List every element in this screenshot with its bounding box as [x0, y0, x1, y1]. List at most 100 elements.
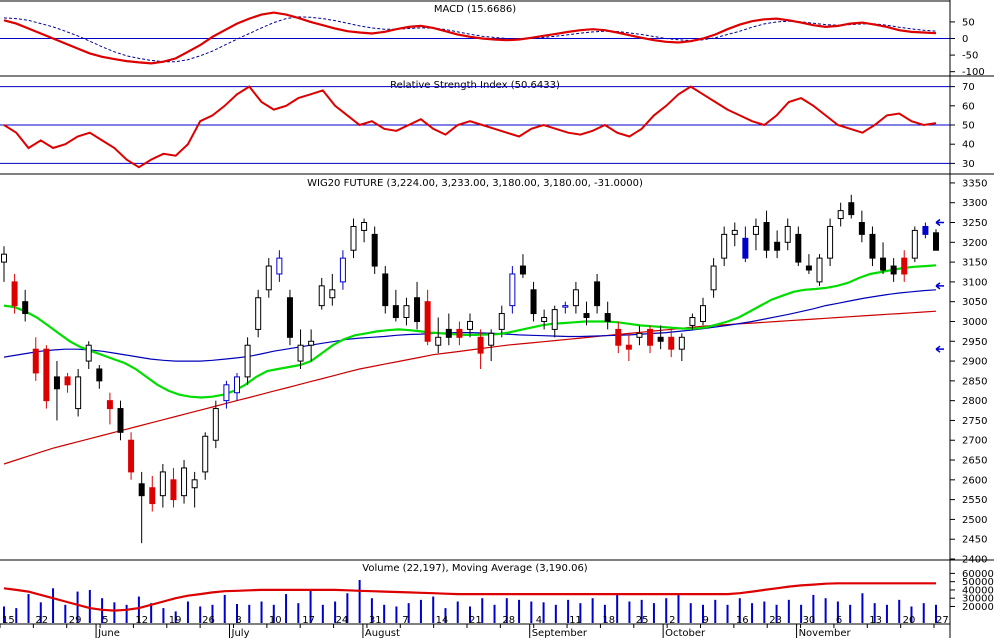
- candle-body: [456, 328, 463, 338]
- candle-body: [75, 376, 82, 410]
- rsi-tick-label: 60: [962, 101, 975, 112]
- x-tick-label: 27: [936, 615, 949, 626]
- volume-moving-average-line: [3, 582, 936, 612]
- x-tick-label: 7: [402, 615, 408, 626]
- candle-body: [149, 487, 156, 505]
- candle-body: [255, 297, 262, 330]
- candle-body: [647, 328, 654, 346]
- price-tick-label: 3250: [962, 218, 987, 229]
- volume-bar: [113, 602, 116, 623]
- month-label: June: [97, 628, 120, 638]
- candle-body: [424, 301, 431, 342]
- candle-body: [837, 210, 844, 220]
- candle-body: [477, 336, 484, 354]
- x-tick-label: 16: [736, 615, 749, 626]
- candle-body: [159, 471, 166, 497]
- candle-body: [382, 273, 389, 307]
- volume-bar: [591, 598, 594, 623]
- candle-body: [594, 281, 601, 307]
- price-tick-label: 2700: [962, 436, 987, 447]
- volume-bar: [481, 598, 484, 623]
- candle-body: [318, 285, 325, 307]
- volume-bar: [39, 602, 42, 623]
- price-tick-label: 3050: [962, 297, 987, 308]
- volume-bar: [27, 594, 30, 623]
- candle-body: [212, 408, 219, 441]
- volume-bar: [873, 603, 876, 623]
- volume-tick-label: 20000: [962, 602, 994, 613]
- candle-body: [22, 301, 29, 315]
- candle-body: [911, 229, 918, 259]
- candle-body: [583, 313, 590, 319]
- month-label: November: [799, 628, 852, 638]
- volume-bar: [579, 603, 582, 623]
- x-tick-label: 14: [436, 615, 449, 626]
- volume-bar: [297, 603, 300, 623]
- macd-title: MACD (15.6686): [434, 4, 516, 15]
- candle-body: [329, 289, 336, 299]
- x-tick-label: 9: [703, 615, 709, 626]
- candle-body: [32, 348, 39, 374]
- candle-body: [742, 237, 749, 259]
- price-tick-label: 3350: [962, 178, 987, 189]
- candle-body: [403, 305, 410, 319]
- price-tick-label: 2650: [962, 456, 987, 467]
- candle-body: [774, 241, 781, 251]
- month-label: September: [532, 628, 588, 638]
- candle-body: [1, 253, 7, 263]
- volume-bar: [199, 606, 202, 623]
- rsi-panel: 70 60 50 40 30: [0, 82, 975, 170]
- volume-bar: [211, 604, 214, 623]
- macd-tick-label: -50: [962, 51, 978, 62]
- candle-body: [85, 344, 92, 362]
- candle-body: [339, 257, 346, 283]
- volume-bar: [849, 604, 852, 623]
- price-tick-label: 3100: [962, 277, 987, 288]
- candle-body: [551, 309, 558, 330]
- volume-bar: [738, 598, 741, 623]
- volume-bar: [260, 601, 263, 623]
- moving-average-long-line: [3, 310, 937, 465]
- volume-bar: [248, 604, 251, 623]
- candle-body: [128, 439, 135, 473]
- candle-body: [265, 265, 272, 291]
- volume-bar: [493, 604, 496, 623]
- x-tick-label: 31: [369, 615, 382, 626]
- month-label: July: [231, 628, 250, 638]
- volume-tick-label: 40000: [962, 585, 994, 596]
- volume-tick-label: 60000: [962, 569, 994, 580]
- volume-bar: [505, 598, 508, 623]
- x-axis: 15 22 29 5 12 19 26 3 10 17 24 31 7 14 21 28 4 11 18 25 2 9 16…: [0, 615, 949, 638]
- price-tick-label: 2900: [962, 357, 987, 368]
- candle-body: [752, 225, 759, 235]
- x-tick-label: 18: [602, 615, 615, 626]
- volume-bar: [898, 599, 901, 623]
- volume-bar: [395, 606, 398, 623]
- x-tick-label: 30: [803, 615, 816, 626]
- volume-bar: [223, 594, 226, 623]
- x-tick-label: 5: [102, 615, 108, 626]
- volume-bar: [370, 598, 373, 623]
- candle-body: [636, 332, 643, 338]
- price-panel: 3350 3300 3250 3200 3150 3100 3050 3000 2950 2900…: [1, 178, 987, 566]
- candle-body: [223, 384, 230, 402]
- candle-body: [816, 257, 823, 283]
- volume-bar: [52, 588, 55, 623]
- candle-body: [181, 467, 188, 497]
- candle-body: [276, 257, 283, 275]
- volume-bar: [702, 604, 704, 623]
- macd-tick-label: 50: [962, 17, 975, 28]
- candle-body: [710, 265, 717, 291]
- candle-body: [562, 305, 569, 308]
- volume-bar: [407, 603, 410, 623]
- macd-tick-label: -100: [962, 67, 985, 78]
- candle-body: [361, 222, 368, 231]
- price-title: WIG20 FUTURE (3,224.00, 3,233.00, 3,180.…: [307, 178, 643, 189]
- candle-body: [700, 305, 706, 322]
- x-tick-label: 13: [869, 615, 882, 626]
- price-tick-label: 2600: [962, 475, 987, 486]
- x-tick-label: 11: [569, 615, 582, 626]
- volume-bar: [640, 599, 643, 623]
- x-tick-label: 17: [302, 615, 315, 626]
- candle-body: [467, 320, 473, 330]
